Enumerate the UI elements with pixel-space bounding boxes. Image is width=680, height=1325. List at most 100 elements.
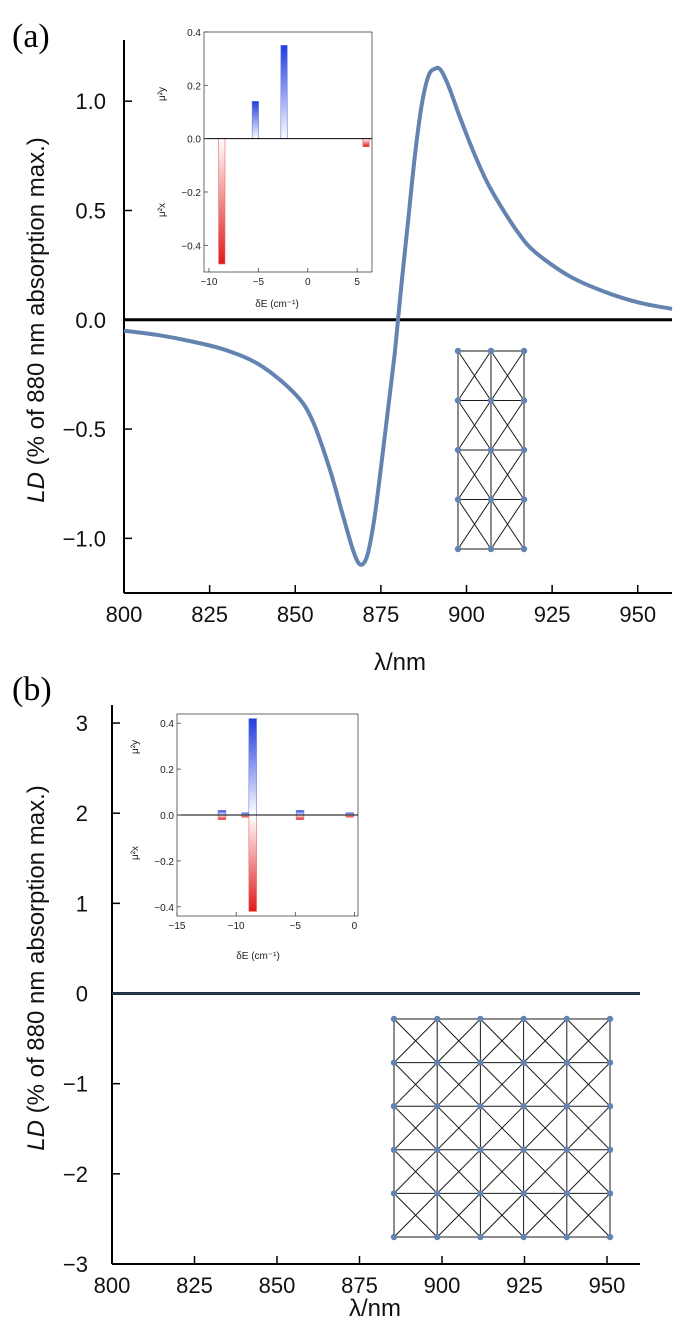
lattice-diagonal <box>436 1062 481 1107</box>
lattice-diagonal <box>523 1018 568 1063</box>
lattice-node <box>563 1015 570 1023</box>
panel-a-y-axis-title-rest: (% of 880 nm absorption max.) <box>23 137 50 472</box>
panel-b-y-tick-label: 2 <box>76 801 88 826</box>
panel-b-inset-y-lower-label: μ²x <box>130 846 141 860</box>
panel-b-inset-x-tick-label: −15 <box>169 921 186 932</box>
panel-a-x-tick-label: 800 <box>106 602 143 627</box>
panel-a-inset-y-tick-label: 0.0 <box>187 135 201 146</box>
panel-b-label: (b) <box>12 671 52 708</box>
lattice-node <box>520 446 528 454</box>
panel-a-inset-bar-negative <box>362 138 370 147</box>
lattice-node <box>520 545 528 553</box>
panel-a-inset-bar-positive <box>251 101 259 139</box>
panel-b-inset-y-tick-label: 0.2 <box>160 765 174 776</box>
lattice-diagonal <box>480 1149 524 1194</box>
lattice-node <box>520 1146 527 1154</box>
panel-b-inset: −15 −10 −5 0 0.4 0.2 0.0 −0.2 −0.4 μ²y μ²x δE (c… <box>130 713 359 962</box>
lattice-node <box>520 496 528 503</box>
lattice-node <box>477 1103 484 1110</box>
lattice-diagonal <box>566 1018 611 1063</box>
lattice-diagonal <box>436 1105 481 1151</box>
lattice-diagonal <box>523 1193 568 1238</box>
lattice-node <box>390 1015 398 1023</box>
lattice-diagonal <box>566 1193 611 1238</box>
panel-b-inset-bar-negative <box>295 814 305 820</box>
panel-a-inset-bar-negative <box>218 138 226 265</box>
lattice-diagonal <box>480 1062 524 1107</box>
panel-a-x-tick-label: 850 <box>277 602 314 627</box>
lattice-diagonal <box>566 1105 611 1151</box>
panel-a-inset-y-lower-label: μ²x <box>157 203 168 217</box>
lattice-node <box>390 1103 398 1110</box>
panel-a-inset-x-label: δE (cm⁻¹) <box>255 299 299 310</box>
lattice-diagonal <box>436 1018 481 1063</box>
panel-b-inset-x-label: δE (cm⁻¹) <box>236 951 280 962</box>
lattice-node <box>477 1233 484 1241</box>
panel-b-inset-y-tick-label: −0.2 <box>154 857 174 868</box>
panel-a-inset-y-tick-label: 0.2 <box>187 81 201 92</box>
panel-a-y-tick-label: 0.0 <box>75 308 106 333</box>
lattice-node <box>434 1190 441 1197</box>
panel-b-y-tick-label: −3 <box>63 1252 88 1277</box>
panel-a-inset-bar-positive <box>280 45 288 139</box>
panel-a: (a) λ/nm LD (% of 880 nm absorption max.… <box>12 18 673 676</box>
panel-b-y-axis-title-rest: (% of 880 nm absorption max.) <box>23 785 50 1120</box>
lattice-node <box>563 1103 570 1110</box>
lattice-node <box>390 1233 398 1241</box>
panel-b-x-tick-label: 950 <box>589 1273 626 1298</box>
lattice-diagonal <box>393 1062 438 1107</box>
panel-b-inset-y-upper-label: μ²y <box>130 740 141 754</box>
panel-a-x-tick-label: 900 <box>448 602 485 627</box>
panel-b-inset-y-tick-label: 0.4 <box>160 719 174 730</box>
lattice-diagonal <box>523 1062 568 1107</box>
lattice-node <box>477 1015 484 1023</box>
lattice-diagonal <box>566 1062 611 1107</box>
lattice-diagonal <box>566 1149 611 1194</box>
panel-a-lattice-diagram <box>454 347 528 553</box>
panel-b-x-tick-label: 875 <box>341 1273 378 1298</box>
panel-a-y-tick-label: −0.5 <box>63 417 106 442</box>
panel-a-series-line <box>123 65 673 567</box>
panel-a-inset: −10 −5 0 5 0.4 0.2 0.0 −0.2 −0.4 μ²y μ²x δE (cm⁻… <box>157 28 373 310</box>
panel-a-inset-y-tick-label: −0.4 <box>181 241 201 252</box>
lattice-node <box>606 1190 614 1197</box>
panel-a-y-tick-label: −1.0 <box>63 526 106 551</box>
lattice-node <box>434 1146 441 1154</box>
lattice-node <box>520 347 528 355</box>
panel-a-x-axis-title: λ/nm <box>374 649 426 676</box>
lattice-node <box>454 347 462 355</box>
panel-a-y-axis-title: LD (% of 880 nm absorption max.) <box>23 137 50 503</box>
lattice-node <box>477 1190 484 1197</box>
panel-b-inset-bar-negative <box>217 814 227 820</box>
panel-b-inset-bar-positive <box>248 718 257 816</box>
panel-b-x-tick-label: 900 <box>424 1273 461 1298</box>
panel-b-y-axis-title: LD (% of 880 nm absorption max.) <box>23 785 50 1151</box>
lattice-node <box>454 446 462 454</box>
lattice-node <box>520 1190 527 1197</box>
lattice-diagonal <box>457 499 492 550</box>
panel-a-label: (a) <box>12 18 50 55</box>
panel-a-y-axis-title-italic: LD <box>23 472 50 503</box>
lattice-diagonal <box>393 1105 438 1151</box>
panel-b-inset-bar-negative <box>248 814 257 912</box>
lattice-node <box>563 1190 570 1197</box>
lattice-node <box>434 1015 441 1023</box>
lattice-diagonal <box>393 1149 438 1194</box>
lattice-node <box>563 1233 570 1241</box>
panel-b-inset-bar-positive <box>217 810 227 816</box>
lattice-diagonal <box>490 350 525 401</box>
lattice-diagonal <box>480 1105 524 1151</box>
panel-b-x-tick-label: 800 <box>94 1273 131 1298</box>
lattice-diagonal <box>480 1193 524 1238</box>
lattice-node <box>487 347 495 355</box>
panel-b-inset-y-tick-label: −0.4 <box>154 903 174 914</box>
panel-a-x-tick-label: 825 <box>191 602 228 627</box>
lattice-diagonal <box>393 1193 438 1238</box>
lattice-node <box>606 1233 614 1241</box>
lattice-node <box>487 496 495 503</box>
panel-a-inset-x-tick-label: 0 <box>305 277 311 288</box>
panel-b-y-tick-label: 1 <box>76 891 88 916</box>
panel-b-y-tick-label: 0 <box>76 982 88 1007</box>
lattice-node <box>487 397 495 404</box>
panel-b-inset-x-tick-label: −10 <box>228 921 245 932</box>
